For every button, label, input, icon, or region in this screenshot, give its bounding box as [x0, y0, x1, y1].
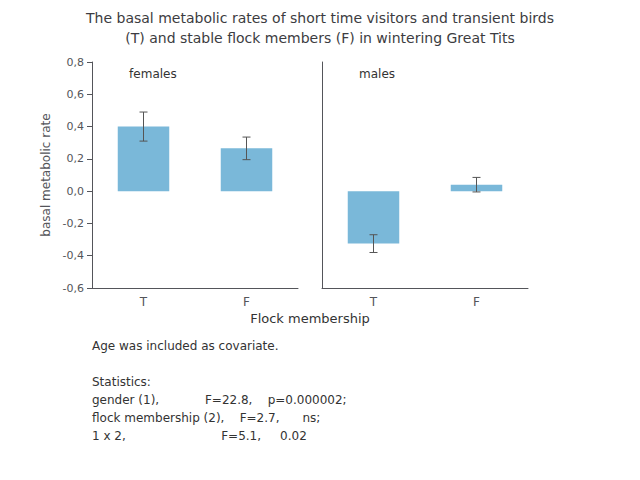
svg-text:Flock membership: Flock membership	[250, 311, 370, 326]
svg-text:-0,2: -0,2	[63, 217, 84, 230]
svg-text:F: F	[473, 295, 480, 309]
svg-text:The basal metabolic rates of s: The basal metabolic rates of short time …	[85, 10, 554, 26]
svg-text:0,6: 0,6	[67, 88, 85, 101]
svg-text:T: T	[369, 295, 378, 309]
svg-text:Statistics:: Statistics:	[92, 375, 151, 389]
svg-text:females: females	[129, 67, 177, 81]
svg-text:basal metabolic rate: basal metabolic rate	[39, 113, 53, 236]
svg-text:-0,4: -0,4	[63, 249, 84, 262]
svg-text:1 x 2,: 1 x 2, F=5.1, 0.02	[92, 429, 307, 443]
svg-text:F: F	[243, 295, 250, 309]
svg-text:flock membership (2), F=2.7: flock membership (2), F=2.7, ns;	[92, 411, 320, 425]
svg-text:gender (1), F=22.8,: gender (1), F=22.8, p=0.000002;	[92, 393, 347, 407]
svg-text:Age was included as covariate.: Age was included as covariate.	[92, 339, 279, 353]
svg-text:-0,6: -0,6	[63, 282, 84, 295]
svg-text:0,2: 0,2	[67, 152, 85, 165]
svg-text:(T) and stable flock members (: (T) and stable flock members (F) in wint…	[125, 30, 514, 46]
svg-text:0,0: 0,0	[67, 185, 85, 198]
svg-text:males: males	[359, 67, 395, 81]
svg-text:0,8: 0,8	[67, 56, 85, 69]
svg-text:T: T	[139, 295, 148, 309]
svg-text:0,4: 0,4	[67, 120, 85, 133]
